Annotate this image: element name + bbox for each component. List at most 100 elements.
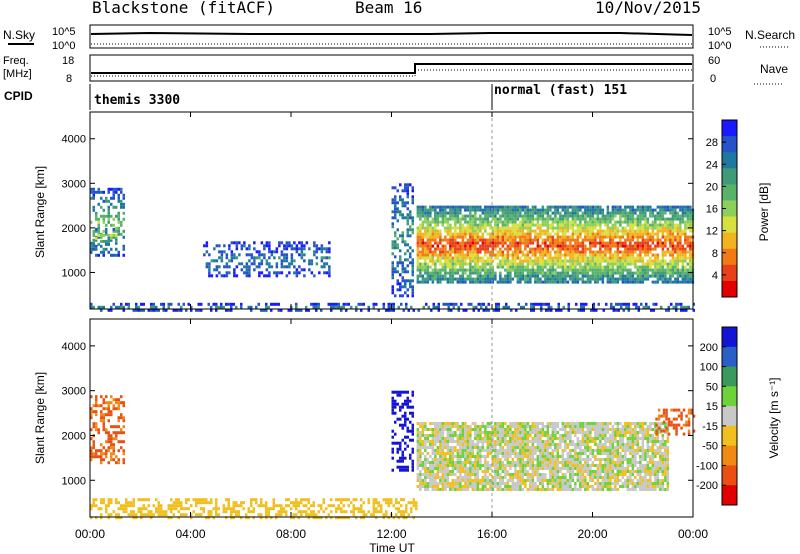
echo-cell bbox=[514, 428, 517, 431]
echo-cell bbox=[646, 277, 650, 281]
echo-cell bbox=[604, 247, 607, 251]
echo-cell bbox=[534, 250, 537, 254]
echo-cell bbox=[559, 259, 562, 263]
echo-cell bbox=[450, 302, 453, 306]
echo-cell bbox=[406, 264, 409, 268]
echo-cell bbox=[481, 280, 485, 284]
echo-cell bbox=[459, 485, 462, 488]
echo-cell bbox=[619, 229, 622, 233]
echo-cell bbox=[459, 449, 462, 452]
echo-cell bbox=[664, 217, 667, 221]
echo-cell bbox=[335, 516, 338, 520]
echo-cell bbox=[516, 253, 520, 257]
echo-cell bbox=[391, 267, 394, 271]
echo-cell bbox=[273, 250, 276, 254]
echo-cell bbox=[519, 434, 522, 437]
echo-cell bbox=[494, 235, 497, 239]
echo-cell bbox=[280, 241, 284, 245]
echo-cell bbox=[396, 441, 399, 445]
echo-cell bbox=[636, 223, 640, 227]
echo-cell bbox=[235, 501, 238, 505]
echo-cell bbox=[451, 235, 455, 239]
echo-cell bbox=[411, 201, 414, 205]
echo-cell bbox=[501, 250, 505, 254]
echo-cell bbox=[406, 465, 409, 469]
echo-cell bbox=[526, 235, 530, 239]
echo-cell bbox=[112, 187, 115, 191]
echo-cell bbox=[394, 204, 397, 208]
echo-cell bbox=[549, 208, 552, 212]
echo-cell bbox=[654, 265, 657, 269]
echo-cell bbox=[424, 214, 427, 218]
echo-cell bbox=[579, 217, 582, 221]
echo-cell bbox=[142, 513, 145, 517]
echo-cell bbox=[666, 268, 670, 272]
echo-cell bbox=[661, 262, 665, 266]
echo-cell bbox=[506, 449, 510, 452]
echo-cell bbox=[689, 274, 692, 278]
echo-cell bbox=[400, 504, 403, 508]
echo-cell bbox=[634, 220, 637, 224]
echo-cell bbox=[664, 235, 667, 239]
echo-cell bbox=[559, 235, 562, 239]
echo-cell bbox=[606, 211, 610, 215]
echo-cell bbox=[611, 226, 615, 230]
echo-cell bbox=[486, 434, 490, 437]
echo-cell bbox=[479, 428, 482, 431]
echo-cell bbox=[449, 470, 452, 473]
echo-cell bbox=[466, 467, 470, 470]
echo-cell bbox=[601, 265, 605, 269]
echo-cell bbox=[391, 276, 394, 280]
echo-cell bbox=[479, 431, 482, 434]
echo-cell bbox=[466, 277, 470, 281]
echo-cell bbox=[444, 214, 447, 218]
echo-cell bbox=[624, 205, 627, 209]
echo-cell bbox=[245, 262, 249, 266]
echo-cell bbox=[567, 308, 570, 312]
echo-cell bbox=[499, 229, 502, 233]
echo-cell bbox=[481, 455, 485, 458]
echo-cell bbox=[426, 250, 430, 254]
echo-cell bbox=[434, 434, 437, 437]
echo-cell bbox=[177, 498, 180, 502]
echo-cell bbox=[494, 253, 497, 257]
echo-cell bbox=[140, 507, 143, 511]
echo-cell bbox=[434, 476, 437, 479]
echo-cell bbox=[571, 208, 575, 212]
echo-cell bbox=[546, 250, 550, 254]
echo-cell bbox=[372, 302, 375, 306]
echo-cell bbox=[272, 507, 275, 511]
echo-cell bbox=[95, 211, 98, 215]
echo-cell bbox=[461, 434, 465, 437]
echo-cell bbox=[511, 232, 515, 236]
echo-cell bbox=[544, 280, 547, 284]
echo-cell bbox=[494, 464, 497, 467]
echo-cell bbox=[419, 479, 422, 482]
echo-cell bbox=[676, 211, 680, 215]
echo-cell bbox=[619, 217, 622, 221]
echo-cell bbox=[100, 250, 103, 254]
echo-cell bbox=[454, 238, 457, 242]
echo-cell bbox=[290, 247, 294, 251]
echo-cell bbox=[484, 250, 487, 254]
echo-cell bbox=[626, 268, 630, 272]
echo-cell bbox=[594, 250, 597, 254]
echo-cell bbox=[514, 223, 517, 227]
echo-cell bbox=[272, 302, 275, 306]
echo-cell bbox=[534, 280, 537, 284]
echo-cell bbox=[409, 228, 412, 232]
echo-cell bbox=[469, 241, 472, 245]
echo-cell bbox=[265, 244, 269, 248]
echo-cell bbox=[217, 507, 220, 511]
echo-cell bbox=[431, 476, 435, 479]
echo-cell bbox=[514, 274, 517, 278]
echo-cell bbox=[367, 510, 370, 514]
echo-cell bbox=[656, 274, 660, 278]
echo-cell bbox=[664, 268, 667, 272]
echo-cell bbox=[409, 261, 412, 265]
echo-cell bbox=[461, 250, 465, 254]
echo-cell bbox=[157, 504, 160, 508]
echo-cell bbox=[591, 265, 595, 269]
echo-cell bbox=[514, 226, 517, 230]
echo-cell bbox=[479, 208, 482, 212]
